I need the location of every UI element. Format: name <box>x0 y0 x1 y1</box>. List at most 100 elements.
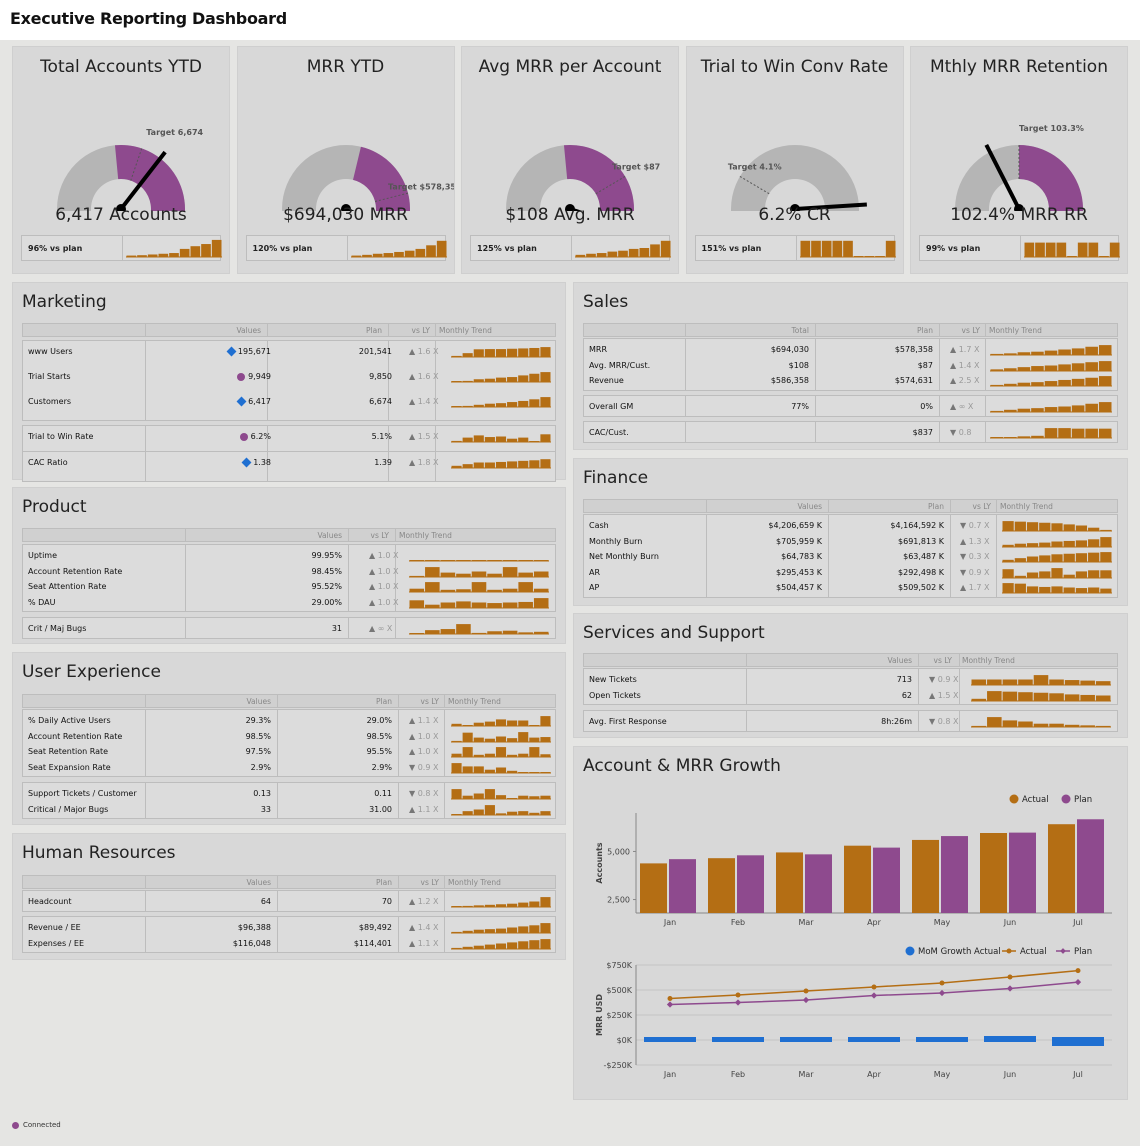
mom-growth-bar <box>712 1037 764 1042</box>
table-row[interactable]: CAC Ratio 1.38 1.39 ▲ 1.8 X <box>23 455 555 470</box>
vs-ly-text: 0.7 X <box>968 521 990 530</box>
sparkline-bar <box>451 465 462 468</box>
table-row[interactable]: AR $295,453 K $292,498 K ▼ 0.9 X <box>584 565 1117 580</box>
column-header: Values <box>797 502 822 511</box>
table-row[interactable]: % DAU 29.00% ▲ 1.0 X <box>23 595 555 610</box>
column-divider <box>950 500 951 512</box>
gauge-fill <box>114 145 185 211</box>
sparkline-bar <box>529 771 540 773</box>
triangle-up-icon: ▲ <box>409 938 418 948</box>
sparkline-bar <box>518 902 529 907</box>
sparkline-chart <box>575 240 671 258</box>
table-row[interactable]: Open Tickets 62 ▲ 1.5 X <box>584 688 1117 703</box>
table-row[interactable]: Uptime 99.95% ▲ 1.0 X <box>23 548 555 563</box>
trend-sparkline <box>990 402 1112 413</box>
row-value-text: $295,453 K <box>776 567 822 577</box>
sparkline-bar <box>473 737 484 742</box>
table-header: Values Plan vs LY Monthly Trend <box>22 323 556 337</box>
row-label: Revenue <box>589 376 624 385</box>
table-row[interactable]: Monthly Burn $705,959 K $691,813 K ▲ 1.3 X <box>584 534 1117 549</box>
row-label: Expenses / EE <box>28 938 85 948</box>
sparkline-bar <box>451 762 462 773</box>
divider <box>346 236 348 260</box>
table-row[interactable]: AP $504,457 K $509,502 K ▲ 1.7 X <box>584 580 1117 595</box>
sparkline-bar <box>495 767 507 773</box>
sparkline-bar <box>518 753 529 757</box>
kpi-gauge: Target 4.1%3.0% <box>727 145 867 211</box>
sparkline-bar <box>462 437 473 442</box>
row-vs-ly: ▼ 0.3 X <box>960 552 989 561</box>
table-row[interactable]: Avg. MRR/Cust. $108 $87 ▲ 1.4 X <box>584 358 1117 373</box>
table-row[interactable]: Net Monthly Burn $64,783 K $63,487 K ▼ 0.3 … <box>584 549 1117 564</box>
sparkline-bar <box>1095 695 1111 701</box>
gauge-needle <box>119 150 167 211</box>
gauge-hub <box>116 204 126 211</box>
y-axis-label: MRR USD <box>595 994 604 1036</box>
table-row[interactable]: Seat Retention Rate 97.5% 95.5% ▲ 1.0 X <box>23 744 555 759</box>
column-divider <box>398 783 399 818</box>
sparkline-bar <box>1063 540 1075 547</box>
table-row[interactable]: Avg. First Response 8h:26m ▼ 0.8 X <box>584 714 1117 729</box>
table-row[interactable]: Overall GM 77% 0% ▲ ∞ X <box>584 399 1117 414</box>
sparkline-bar <box>451 381 462 382</box>
row-vs-ly: ▼ 0.9 X <box>409 763 438 772</box>
vs-ly-text: 1.1 X <box>417 716 439 725</box>
row-vs-ly: ▲ 1.4 X <box>409 923 438 932</box>
table-row[interactable]: Trial Starts 9,949 9,850 ▲ 1.6 X <box>23 369 555 384</box>
row-value-text: 64 <box>260 897 271 906</box>
table-row[interactable]: Seat Expansion Rate 2.9% 2.9% ▼ 0.9 X <box>23 760 555 775</box>
table-row[interactable]: Revenue / EE $96,388 $89,492 ▲ 1.4 X <box>23 920 555 935</box>
table-row[interactable]: New Tickets 713 ▼ 0.9 X <box>584 672 1117 687</box>
column-divider <box>828 515 829 597</box>
table-row[interactable]: www Users 195,671 201,541 ▲ 1.6 X <box>23 344 555 359</box>
sparkline-bar <box>1031 435 1044 438</box>
sparkline-bar <box>1088 587 1100 593</box>
row-value: 6,417 <box>236 396 271 407</box>
table-row[interactable]: Support Tickets / Customer 0.13 0.11 ▼ 0.8 … <box>23 786 555 801</box>
sparkline-bar <box>1058 379 1071 386</box>
sparkline-bar <box>487 602 502 608</box>
section-title: Human Resources <box>22 843 176 863</box>
sparkline-bar <box>1100 569 1112 578</box>
row-value-text: $504,457 K <box>776 583 822 592</box>
table-row[interactable]: Account Retention Rate 98.5% 98.5% ▲ 1.0 X <box>23 729 555 744</box>
bar-actual <box>708 858 735 913</box>
table-row[interactable]: Crit / Maj Bugs 31 ▲ ∞ X <box>23 621 555 636</box>
table-row[interactable]: Headcount 64 70 ▲ 1.2 X <box>23 894 555 909</box>
table-row[interactable]: Cash $4,206,659 K $4,164,592 K ▼ 0.7 X <box>584 518 1117 533</box>
column-divider <box>706 500 707 512</box>
sparkline-bar <box>462 725 473 726</box>
vs-ly-text: 1.1 X <box>417 804 439 814</box>
row-value-text: $64,783 K <box>781 552 822 561</box>
sparkline-bar <box>1058 406 1071 412</box>
row-plan: 29.0% <box>366 716 392 725</box>
table-row[interactable]: CAC/Cust. $837 ▼ 0.8 <box>584 425 1117 440</box>
table-row[interactable]: Expenses / EE $116,048 $114,401 ▲ 1.1 X <box>23 936 555 951</box>
header-bar: Executive Reporting Dashboard <box>0 0 1140 40</box>
sparkline-bar <box>473 404 484 407</box>
column-header: vs LY <box>420 878 440 887</box>
sparkline-bar <box>1033 675 1049 685</box>
table-row[interactable]: Trial to Win Rate 6.2% 5.1% ▲ 1.5 X <box>23 429 555 444</box>
sparkline-bar <box>487 573 502 577</box>
gauge-hub <box>565 204 575 211</box>
sparkline-bar <box>533 631 549 634</box>
table-row[interactable]: Account Retention Rate 98.45% ▲ 1.0 X <box>23 564 555 579</box>
column-header: vs LY <box>933 656 953 665</box>
column-divider <box>145 917 146 952</box>
column-header: Plan <box>376 878 392 887</box>
sparkline-bar <box>1100 536 1112 547</box>
table-row[interactable]: % Daily Active Users 29.3% 29.0% ▲ 1.1 X <box>23 713 555 728</box>
triangle-up-icon: ▲ <box>409 731 418 741</box>
column-header: Monthly Trend <box>439 326 492 335</box>
table-row[interactable]: Customers 6,417 6,674 ▲ 1.4 X <box>23 394 555 409</box>
table-row[interactable]: Critical / Major Bugs 33 31.00 ▲ 1.1 X <box>23 802 555 817</box>
table-row[interactable]: Revenue $586,358 $574,631 ▲ 2.5 X <box>584 373 1117 388</box>
sparkline-bar <box>409 588 425 592</box>
sparkline-bar <box>533 571 549 577</box>
mom-growth-bar <box>780 1037 832 1042</box>
table-row[interactable]: MRR $694,030 $578,358 ▲ 1.7 X <box>584 342 1117 357</box>
gauge-needle <box>984 143 1021 210</box>
sparkline-bar <box>971 679 987 685</box>
table-row[interactable]: Seat Attention Rate 95.52% ▲ 1.0 X <box>23 579 555 594</box>
